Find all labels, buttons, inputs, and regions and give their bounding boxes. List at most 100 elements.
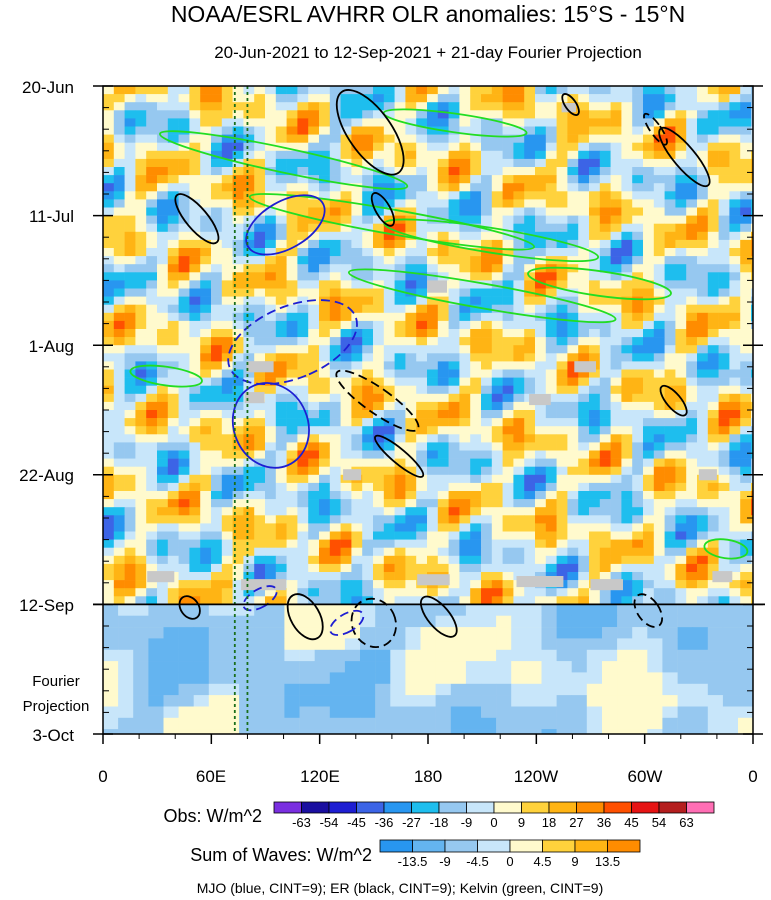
anomaly-cell — [632, 239, 644, 249]
anomaly-cell — [308, 329, 320, 338]
anomaly-cell — [340, 369, 352, 378]
anomaly-cell — [513, 264, 525, 273]
anomaly-cell — [707, 458, 719, 467]
anomaly-cell — [545, 345, 557, 354]
anomaly-cell — [729, 580, 741, 589]
anomaly-cell — [664, 588, 676, 597]
anomaly-cell — [383, 539, 395, 548]
anomaly-cell — [718, 118, 730, 127]
anomaly-cell — [556, 466, 568, 476]
anomaly-cell — [653, 329, 665, 338]
anomaly-cell — [405, 150, 417, 160]
anomaly-cell — [632, 539, 644, 548]
anomaly-cell — [362, 572, 374, 581]
anomaly-cell — [556, 377, 568, 386]
anomaly-cell — [751, 580, 753, 589]
anomaly-cell — [275, 167, 287, 176]
anomaly-cell — [351, 110, 363, 119]
anomaly-cell — [535, 248, 547, 257]
anomaly-cell — [243, 280, 255, 289]
anomaly-cell — [740, 377, 752, 386]
anomaly-cell — [697, 499, 709, 508]
anomaly-cell — [664, 580, 676, 589]
anomaly-cell — [707, 158, 719, 168]
projection-cell — [481, 649, 497, 662]
anomaly-cell — [221, 102, 233, 111]
anomaly-cell — [221, 523, 233, 532]
anomaly-cell — [178, 434, 190, 443]
anomaly-cell — [491, 385, 503, 395]
anomaly-cell — [653, 588, 665, 597]
obs-colorbar-swatch — [493, 801, 522, 814]
anomaly-cell — [221, 142, 233, 152]
anomaly-cell — [265, 150, 277, 160]
anomaly-cell — [751, 377, 753, 386]
anomaly-cell — [340, 361, 352, 370]
anomaly-cell — [124, 442, 136, 451]
anomaly-cell — [599, 199, 611, 208]
anomaly-cell — [189, 150, 201, 160]
anomaly-cell — [373, 296, 385, 305]
projection-cell — [118, 604, 134, 617]
anomaly-cell — [297, 572, 309, 581]
anomaly-cell — [135, 523, 147, 532]
projection-cell — [677, 717, 694, 730]
anomaly-cell — [718, 183, 730, 192]
projection-cell — [602, 695, 618, 707]
anomaly-cell — [653, 231, 665, 241]
anomaly-cell — [632, 304, 644, 314]
anomaly-cell — [556, 507, 568, 516]
anomaly-cell — [286, 345, 298, 354]
anomaly-cell — [286, 288, 298, 297]
anomaly-cell — [243, 134, 255, 143]
anomaly-cell — [481, 458, 493, 467]
anomaly-cell — [167, 482, 179, 492]
anomaly-cell — [103, 126, 115, 135]
anomaly-cell — [589, 450, 601, 459]
projection-cell — [118, 717, 134, 730]
anomaly-cell — [524, 418, 536, 427]
anomaly-cell — [751, 280, 753, 289]
anomaly-cell — [675, 248, 687, 257]
anomaly-cell — [751, 248, 753, 257]
anomaly-cell — [124, 588, 136, 597]
anomaly-cell — [383, 426, 395, 435]
projection-cell — [435, 729, 452, 734]
anomaly-cell — [740, 329, 752, 338]
anomaly-cell — [632, 563, 644, 573]
anomaly-cell — [697, 369, 709, 378]
anomaly-cell — [297, 499, 309, 508]
anomaly-cell — [340, 482, 352, 492]
anomaly-cell — [448, 572, 460, 581]
anomaly-cell — [362, 248, 374, 257]
anomaly-cell — [599, 377, 611, 386]
anomaly-cell — [146, 304, 158, 314]
missing-data-block — [241, 579, 287, 591]
anomaly-cell — [589, 215, 601, 224]
anomaly-cell — [470, 547, 482, 557]
anomaly-cell — [308, 312, 320, 322]
anomaly-cell — [297, 320, 309, 330]
anomaly-cell — [535, 215, 547, 224]
anomaly-cell — [599, 167, 611, 176]
anomaly-cell — [653, 531, 665, 540]
anomaly-cell — [502, 175, 514, 184]
anomaly-cell — [124, 167, 136, 176]
anomaly-cell — [481, 580, 493, 589]
anomaly-cell — [578, 320, 590, 330]
anomaly-cell — [124, 523, 136, 532]
anomaly-cell — [459, 272, 471, 281]
anomaly-cell — [599, 110, 611, 119]
anomaly-cell — [254, 588, 266, 597]
anomaly-cell — [297, 223, 309, 233]
projection-cell — [360, 706, 376, 719]
anomaly-cell — [589, 320, 601, 330]
anomaly-cell — [448, 580, 460, 589]
anomaly-cell — [329, 499, 341, 508]
anomaly-cell — [707, 450, 719, 459]
anomaly-cell — [394, 223, 406, 233]
anomaly-cell — [675, 369, 687, 378]
anomaly-cell — [545, 199, 557, 208]
anomaly-cell — [308, 531, 320, 540]
anomaly-cell — [664, 256, 676, 265]
